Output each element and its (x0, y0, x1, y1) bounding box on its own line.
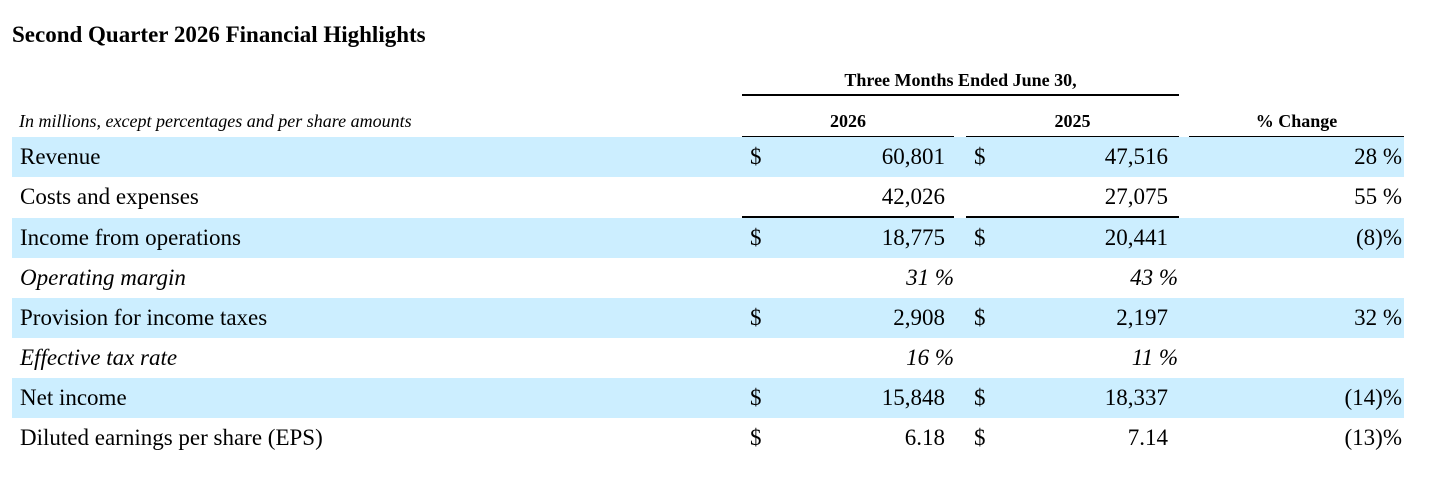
value-2026: 18,775 (881, 225, 945, 250)
row-label: Effective tax rate (20, 345, 178, 370)
value-2026: 60,801 (881, 144, 945, 169)
value-2025: 27,075 (1104, 184, 1168, 209)
percent-change: 32 % (1354, 305, 1402, 330)
period-group-header: Three Months Ended June 30, (742, 66, 1179, 96)
value-2025: 20,441 (1104, 225, 1168, 250)
subtotal-rule-2026 (742, 216, 954, 218)
value-2025: 7.14 (1127, 425, 1168, 450)
row-label: Net income (20, 385, 127, 410)
column-header-percent-change: % Change (1189, 106, 1404, 138)
currency-symbol: $ (974, 385, 986, 410)
currency-symbol: $ (750, 225, 762, 250)
subtotal-rule-2025 (966, 216, 1179, 218)
row-label: Provision for income taxes (20, 305, 268, 330)
table-row-effective-tax-rate: Effective tax rate 16 % 11 % (12, 338, 1404, 378)
value-2026: 15,848 (881, 385, 945, 410)
value-2025: 18,337 (1104, 385, 1168, 410)
currency-symbol: $ (974, 144, 986, 169)
value-2026: 2,908 (893, 305, 945, 330)
table-row-diluted-eps: Diluted earnings per share (EPS) $ 6.18 … (12, 418, 1404, 458)
row-label: Income from operations (20, 225, 241, 250)
value-2025: 11 % (1131, 345, 1178, 370)
percent-change: 28 % (1354, 144, 1402, 169)
row-label: Operating margin (20, 265, 186, 290)
table-row-operating-margin: Operating margin 31 % 43 % (12, 258, 1404, 298)
table-row-costs-and-expenses: Costs and expenses 42,026 27,075 55 % (12, 177, 1404, 217)
currency-symbol: $ (974, 425, 986, 450)
currency-symbol: $ (750, 305, 762, 330)
row-label: Costs and expenses (20, 184, 199, 209)
value-2026: 16 % (906, 345, 954, 370)
row-label: Revenue (20, 144, 101, 169)
column-header-2025: 2025 (966, 106, 1179, 138)
units-note: In millions, except percentages and per … (19, 111, 412, 131)
percent-change: (13)% (1344, 425, 1402, 450)
percent-change: 55 % (1354, 184, 1402, 209)
percent-change: (14)% (1344, 385, 1402, 410)
currency-symbol: $ (750, 144, 762, 169)
currency-symbol: $ (750, 425, 762, 450)
percent-change: (8)% (1356, 225, 1402, 250)
table-row-income-from-operations: Income from operations $ 18,775 $ 20,441… (12, 218, 1404, 258)
page-title: Second Quarter 2026 Financial Highlights (12, 22, 426, 47)
column-header-2026: 2026 (742, 106, 954, 138)
currency-symbol: $ (974, 225, 986, 250)
value-2025: 2,197 (1116, 305, 1168, 330)
table-row-revenue: Revenue $ 60,801 $ 47,516 28 % (12, 137, 1404, 177)
currency-symbol: $ (974, 305, 986, 330)
table-row-provision-for-income-taxes: Provision for income taxes $ 2,908 $ 2,1… (12, 298, 1404, 338)
row-label: Diluted earnings per share (EPS) (20, 425, 323, 450)
value-2025: 43 % (1130, 265, 1178, 290)
currency-symbol: $ (750, 385, 762, 410)
value-2026: 42,026 (881, 184, 945, 209)
value-2026: 6.18 (904, 425, 945, 450)
value-2025: 47,516 (1104, 144, 1168, 169)
table-row-net-income: Net income $ 15,848 $ 18,337 (14)% (12, 378, 1404, 418)
value-2026: 31 % (906, 265, 954, 290)
